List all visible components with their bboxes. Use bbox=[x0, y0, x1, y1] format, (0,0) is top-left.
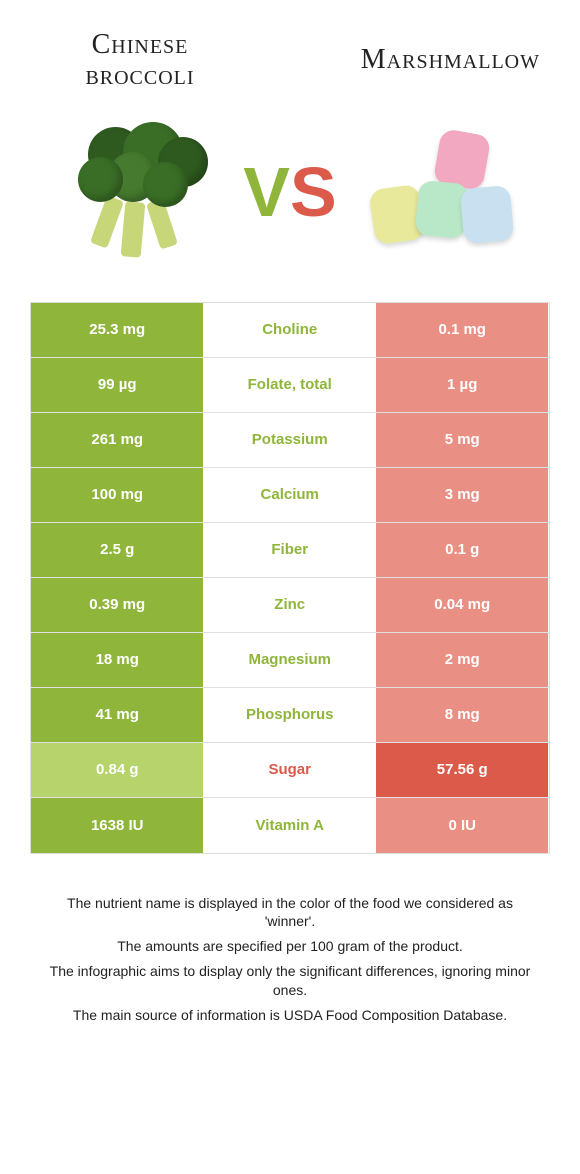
table-row: 18 mgMagnesium2 mg bbox=[31, 633, 549, 688]
right-food-image bbox=[357, 117, 527, 267]
nutrient-name: Potassium bbox=[203, 413, 375, 467]
vs-row: VS bbox=[0, 102, 580, 302]
table-row: 261 mgPotassium5 mg bbox=[31, 413, 549, 468]
table-row: 25.3 mgCholine0.1 mg bbox=[31, 303, 549, 358]
comparison-table: 25.3 mgCholine0.1 mg99 µgFolate, total1 … bbox=[30, 302, 550, 854]
left-title-line1: Chinese bbox=[40, 30, 240, 61]
nutrient-name: Choline bbox=[203, 303, 375, 357]
vs-label: VS bbox=[243, 152, 336, 232]
nutrient-name: Folate, total bbox=[203, 358, 375, 412]
left-value: 1638 IU bbox=[31, 798, 203, 853]
nutrient-name: Sugar bbox=[203, 743, 375, 797]
table-row: 41 mgPhosphorus8 mg bbox=[31, 688, 549, 743]
left-value: 2.5 g bbox=[31, 523, 203, 577]
right-value: 2 mg bbox=[376, 633, 548, 687]
left-value: 18 mg bbox=[31, 633, 203, 687]
vs-s: S bbox=[290, 152, 337, 232]
left-value: 100 mg bbox=[31, 468, 203, 522]
right-value: 0.04 mg bbox=[376, 578, 548, 632]
left-title-line2: broccoli bbox=[40, 61, 240, 92]
nutrient-name: Fiber bbox=[203, 523, 375, 577]
nutrient-name: Phosphorus bbox=[203, 688, 375, 742]
right-value: 1 µg bbox=[376, 358, 548, 412]
table-row: 2.5 gFiber0.1 g bbox=[31, 523, 549, 578]
right-value: 3 mg bbox=[376, 468, 548, 522]
footer-line: The infographic aims to display only the… bbox=[40, 962, 540, 1000]
right-food-title: Marshmallow bbox=[300, 30, 540, 92]
footer-line: The nutrient name is displayed in the co… bbox=[40, 894, 540, 932]
nutrient-name: Magnesium bbox=[203, 633, 375, 687]
vs-v: V bbox=[243, 152, 290, 232]
footer-line: The amounts are specified per 100 gram o… bbox=[40, 937, 540, 956]
left-value: 41 mg bbox=[31, 688, 203, 742]
right-value: 0 IU bbox=[376, 798, 548, 853]
right-value: 5 mg bbox=[376, 413, 548, 467]
left-value: 99 µg bbox=[31, 358, 203, 412]
right-value: 57.56 g bbox=[376, 743, 548, 797]
nutrient-name: Zinc bbox=[203, 578, 375, 632]
left-value: 261 mg bbox=[31, 413, 203, 467]
footer-notes: The nutrient name is displayed in the co… bbox=[0, 854, 580, 1025]
right-value: 0.1 g bbox=[376, 523, 548, 577]
right-value: 8 mg bbox=[376, 688, 548, 742]
left-value: 25.3 mg bbox=[31, 303, 203, 357]
table-row: 1638 IUVitamin A0 IU bbox=[31, 798, 549, 853]
footer-line: The main source of information is USDA F… bbox=[40, 1006, 540, 1025]
left-value: 0.39 mg bbox=[31, 578, 203, 632]
nutrient-name: Calcium bbox=[203, 468, 375, 522]
table-row: 99 µgFolate, total1 µg bbox=[31, 358, 549, 413]
table-row: 0.39 mgZinc0.04 mg bbox=[31, 578, 549, 633]
table-row: 100 mgCalcium3 mg bbox=[31, 468, 549, 523]
table-row: 0.84 gSugar57.56 g bbox=[31, 743, 549, 798]
right-value: 0.1 mg bbox=[376, 303, 548, 357]
left-value: 0.84 g bbox=[31, 743, 203, 797]
left-food-title: Chinese broccoli bbox=[40, 30, 240, 92]
nutrient-name: Vitamin A bbox=[203, 798, 375, 853]
left-food-image bbox=[53, 117, 223, 267]
header: Chinese broccoli Marshmallow bbox=[0, 0, 580, 102]
